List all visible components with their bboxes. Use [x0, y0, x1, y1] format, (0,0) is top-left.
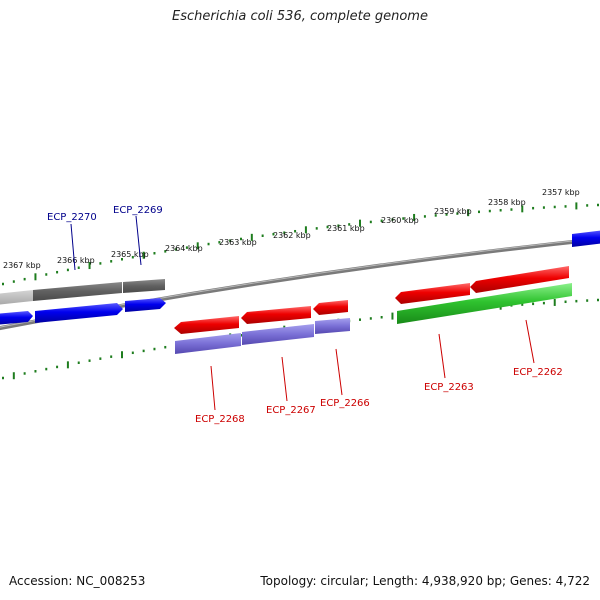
leader-line	[335, 348, 343, 396]
kbp-label: 2357 kbp	[542, 188, 580, 197]
gene-arrow-grey[interactable]	[33, 282, 122, 301]
kbp-labels: 2357 kbp 2358 kbp 2359 kbp 2360 kbp 2361…	[3, 188, 580, 270]
gene-arrow-blue[interactable]	[0, 311, 33, 325]
gene-arrow-purple[interactable]	[175, 333, 241, 354]
leader-line	[438, 333, 446, 379]
gene-leader-lines	[70, 215, 535, 411]
gene-labels: ECP_2270 ECP_2269 ECP_2268 ECP_2267 ECP_…	[47, 205, 563, 425]
gene-label[interactable]: ECP_2263	[424, 382, 474, 393]
kbp-label: 2359 kbp	[434, 207, 472, 216]
gene-label[interactable]: ECP_2269	[113, 205, 163, 216]
gene-label[interactable]: ECP_2268	[195, 414, 245, 425]
gene-arrow-purple[interactable]	[315, 318, 350, 334]
kbp-label: 2366 kbp	[57, 256, 95, 265]
gene-arrow-grey[interactable]	[123, 279, 165, 293]
gene-arrow-green[interactable]	[397, 283, 572, 324]
gene-arrow-blue[interactable]	[35, 303, 123, 323]
gene-label[interactable]: ECP_2267	[266, 405, 316, 416]
gene-arrow-purple[interactable]	[242, 324, 314, 345]
kbp-label: 2360 kbp	[381, 216, 419, 225]
kbp-label: 2364 kbp	[165, 244, 203, 253]
outer-kbp-ticks	[2, 202, 599, 286]
kbp-label: 2363 kbp	[219, 238, 257, 247]
gene-arrow-red[interactable]	[395, 283, 470, 304]
kbp-label: 2362 kbp	[273, 231, 311, 240]
gene-arrow-blue[interactable]	[572, 230, 600, 247]
gene-arrow-red[interactable]	[241, 306, 311, 324]
accession-text: Accession: NC_008253	[9, 574, 146, 588]
gene-label[interactable]: ECP_2270	[47, 212, 97, 223]
leader-line	[281, 356, 288, 402]
kbp-label: 2361 kbp	[327, 224, 365, 233]
gene-label[interactable]: ECP_2266	[320, 398, 370, 409]
leader-line	[210, 365, 216, 411]
gene-arrow-blue[interactable]	[125, 298, 166, 312]
gene-arrow-grey[interactable]	[0, 290, 33, 305]
leader-line	[525, 319, 535, 364]
kbp-label: 2358 kbp	[488, 198, 526, 207]
gene-label[interactable]: ECP_2262	[513, 367, 563, 378]
genome-summary-text: Topology: circular; Length: 4,938,920 bp…	[260, 574, 590, 588]
kbp-label: 2365 kbp	[111, 250, 149, 259]
gene-arrow-red[interactable]	[470, 266, 569, 293]
leader-line	[70, 223, 76, 271]
forward-strand-genes	[0, 230, 600, 354]
gene-arrow-red[interactable]	[174, 316, 239, 334]
map-title: Escherichia coli 536, complete genome	[172, 9, 428, 24]
kbp-label: 2367 kbp	[3, 261, 41, 270]
gene-arrow-red[interactable]	[313, 300, 348, 315]
leader-line	[135, 215, 142, 266]
